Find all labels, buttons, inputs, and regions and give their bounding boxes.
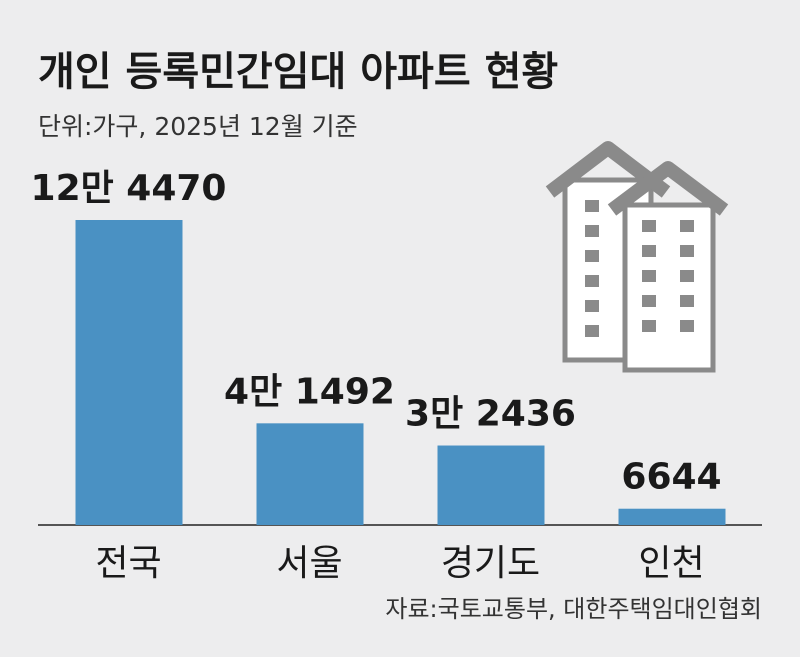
bar xyxy=(437,445,545,525)
bar xyxy=(256,423,364,525)
value-label: 12만 4470 xyxy=(31,168,227,209)
chart-title: 개인 등록민간임대 아파트 현황 xyxy=(38,49,558,95)
bar xyxy=(618,508,726,525)
value-label: 6644 xyxy=(621,457,721,498)
building-icon xyxy=(545,141,729,373)
x-tick-label: 전국 xyxy=(95,543,161,584)
value-label: 3만 2436 xyxy=(405,394,576,435)
x-tick-label: 서울 xyxy=(276,543,342,584)
source: 자료:국토교통부, 대한주택임대인협회 xyxy=(385,595,762,623)
value-label: 4만 1492 xyxy=(224,371,395,412)
x-tick-label: 경기도 xyxy=(441,543,540,584)
chart-subtitle: 단위:가구, 2025년 12월 기준 xyxy=(38,112,358,141)
x-tick-label: 인천 xyxy=(638,543,704,584)
bar xyxy=(75,220,183,525)
